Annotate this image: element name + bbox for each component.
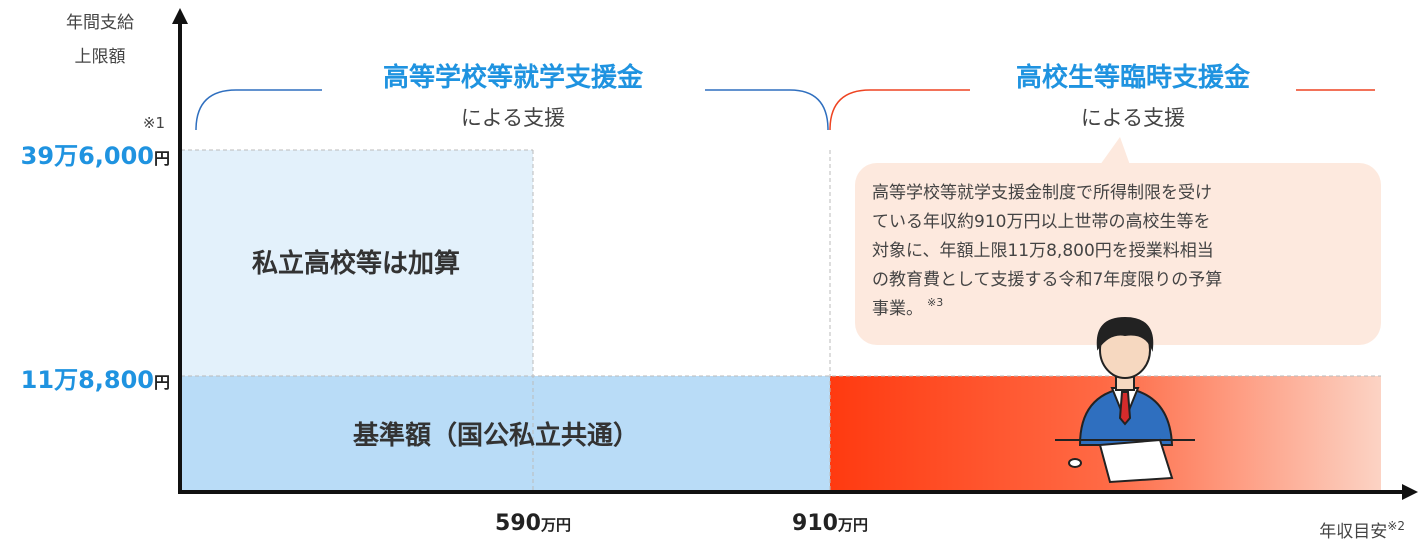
x-title: 年収目安※2 [1319,519,1405,542]
person-illustration [1055,316,1195,484]
bracket [195,89,829,131]
guides [181,149,1381,492]
callout-line: 高等学校等就学支援金制度で所得制限を受け [872,183,1212,203]
callout-line: 対象に、年額上限11万8,800円を授業料相当 [872,241,1214,261]
y-tick-label: 39万6,000円 [21,142,170,170]
axes [172,8,1418,500]
callout-line: 事業。 ※3 [872,296,943,319]
y-title: 年間支給 [66,13,134,33]
callout-line: ている年収約910万円以上世帯の高校生等を [872,212,1210,232]
callout-text: 高等学校等就学支援金制度で所得制限を受け ている年収約910万円以上世帯の高校生… [872,183,1222,319]
program-subtitle: による支援 [1081,106,1185,130]
y-tick-label: 11万8,800円 [21,366,170,394]
program-title: 高校生等臨時支援金 [1016,62,1251,93]
callout-box [855,163,1381,345]
x-tick-label: 910万円 [792,511,868,536]
private-region [181,150,533,376]
region-label: 基準額（国公私立共通） [353,420,639,451]
region-label: 私立高校等は加算 [252,248,460,279]
x-tick-label: 590万円 [495,511,571,536]
callout-line: の教育費として支援する令和7年度限りの予算 [872,270,1222,290]
base-region [181,376,830,492]
y-title: 上限額 [75,47,126,67]
program-title: 高等学校等就学支援金 [383,62,644,93]
program-subtitle: による支援 [461,106,565,130]
bracket [829,89,1375,131]
note: ※1 [143,114,165,132]
callout-pointer [1100,137,1130,165]
